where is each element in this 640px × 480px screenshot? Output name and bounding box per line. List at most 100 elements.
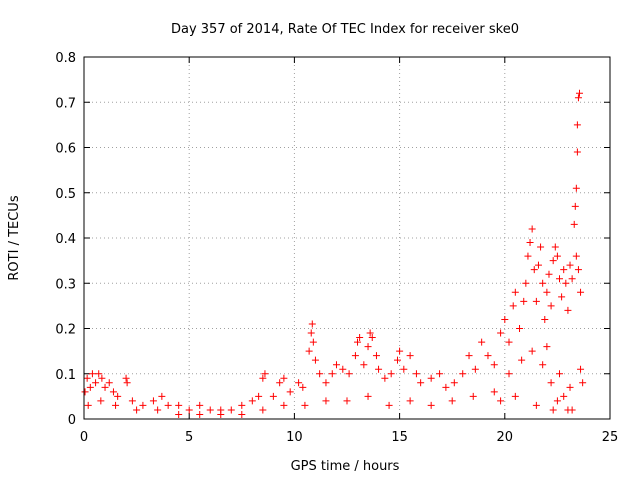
data-point [545, 270, 553, 278]
data-point [206, 406, 214, 414]
data-point [566, 383, 574, 391]
data-point [553, 397, 561, 405]
data-point [316, 370, 324, 378]
data-point [556, 370, 564, 378]
y-tick-label: 0.1 [55, 368, 76, 383]
data-point [322, 379, 330, 387]
data-point [532, 297, 540, 305]
data-point [238, 410, 246, 418]
data-point [469, 392, 477, 400]
data-point [427, 401, 435, 409]
data-point [128, 397, 136, 405]
data-point [516, 325, 524, 332]
data-point [114, 392, 122, 400]
data-point [345, 370, 353, 378]
data-point [227, 406, 235, 414]
data-point [560, 266, 568, 274]
y-tick-label: 0.6 [55, 142, 76, 157]
data-point [175, 401, 183, 409]
data-point [543, 343, 551, 351]
plot-frame [83, 56, 611, 420]
data-point [509, 302, 517, 310]
data-point [537, 243, 545, 251]
data-point [393, 356, 401, 364]
data-point [573, 121, 581, 129]
data-point [381, 374, 389, 382]
data-point [149, 397, 157, 405]
data-point [511, 392, 519, 400]
y-tick-label: 0.8 [55, 51, 76, 66]
data-point [387, 370, 395, 378]
data-point [549, 406, 557, 414]
data-point [97, 397, 105, 405]
data-point [95, 370, 103, 378]
data-point [524, 252, 532, 260]
data-point [551, 243, 559, 251]
data-point [532, 401, 540, 409]
data-point [572, 184, 580, 192]
data-point [280, 401, 288, 409]
y-tick-label: 0 [68, 413, 76, 428]
data-point [276, 379, 284, 387]
data-point [109, 388, 117, 396]
data-point [543, 288, 551, 296]
data-point [83, 374, 91, 382]
data-point [217, 410, 225, 418]
data-point [547, 379, 555, 387]
data-point [385, 401, 393, 409]
data-point [497, 329, 505, 337]
y-axis-label: ROTI / TECUs [7, 195, 22, 280]
data-point [442, 383, 450, 391]
data-point [123, 379, 131, 387]
y-tick-label: 0.3 [55, 277, 76, 292]
data-point [185, 406, 193, 414]
x-tick-label: 20 [497, 430, 514, 445]
data-point [122, 374, 130, 382]
data-point [196, 410, 204, 418]
data-point [566, 261, 574, 269]
data-point [574, 94, 582, 102]
data-point [511, 288, 519, 296]
data-point [261, 370, 269, 378]
data-point [101, 383, 109, 391]
data-point [539, 279, 547, 287]
data-point [360, 361, 368, 369]
data-point [364, 392, 372, 400]
data-point [112, 401, 120, 409]
data-point [484, 352, 492, 360]
data-point [568, 275, 576, 283]
data-point [400, 365, 408, 373]
data-point [459, 370, 467, 378]
data-point [299, 383, 307, 391]
data-point [280, 374, 288, 382]
data-point [539, 361, 547, 369]
data-point [375, 365, 383, 373]
data-point [259, 374, 267, 382]
data-point [92, 379, 100, 387]
x-axis-label: GPS time / hours [291, 459, 400, 474]
data-point [450, 379, 458, 387]
data-point [490, 361, 498, 369]
data-point [175, 410, 183, 418]
data-point [564, 406, 572, 414]
data-point [465, 352, 473, 360]
x-tick-label: 25 [602, 430, 619, 445]
data-point [547, 302, 555, 310]
data-point [572, 252, 580, 260]
y-tick-label: 0.7 [55, 96, 76, 111]
data-point [98, 374, 106, 382]
data-point [328, 370, 336, 378]
data-point [158, 392, 166, 400]
data-point [436, 370, 444, 378]
data-point [528, 225, 536, 233]
data-point [164, 401, 172, 409]
data-point [366, 329, 374, 337]
data-point [81, 388, 89, 396]
data-point [133, 406, 141, 414]
data-point [570, 220, 578, 228]
data-point [448, 397, 456, 405]
data-point [520, 297, 528, 305]
data-point [295, 379, 303, 387]
data-point [196, 401, 204, 409]
data-point [269, 392, 277, 400]
